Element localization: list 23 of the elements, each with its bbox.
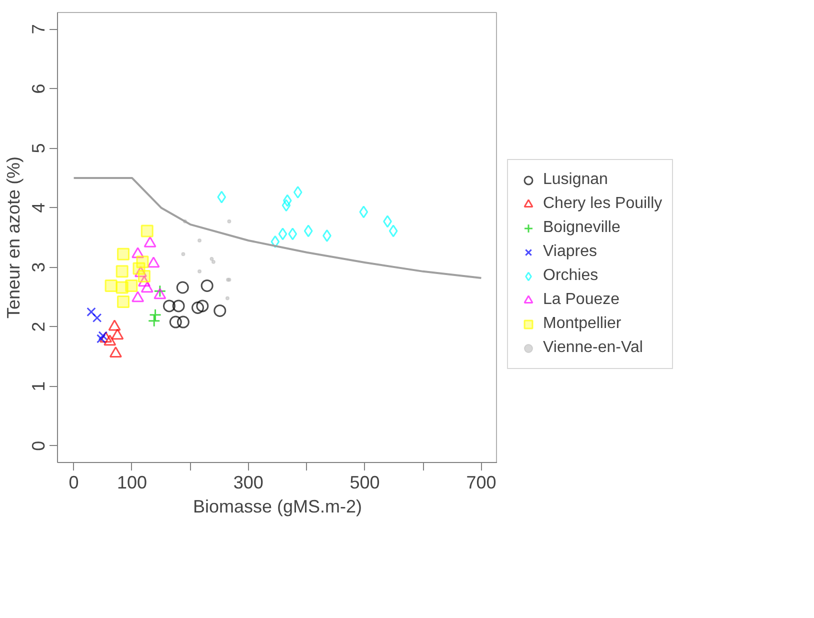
x-tick-label: 500 [350,472,380,492]
legend-label: Montpellier [543,314,622,332]
y-tick-label: 6 [28,84,48,94]
y-axis-title: Teneur en azote (%) [4,156,24,319]
x-tick-label: 100 [116,472,148,492]
legend-label: Viapres [543,242,597,260]
y-tick-label: 3 [28,262,48,272]
x-tick-label: 300 [233,472,264,492]
x-tick-label: 0 [68,472,79,492]
x-axis-title: Biomasse (gMS.m-2) [192,496,362,516]
y-tick-label: 0 [28,440,48,451]
x-tick-label: 700 [466,472,496,492]
y-tick-label: 5 [28,143,48,154]
legend-label: La Poueze [543,290,620,308]
y-tick-label: 4 [28,202,48,213]
y-tick-label: 7 [28,24,48,34]
y-tick-label: 2 [28,322,48,332]
legend-label: Vienne-en-Val [543,338,643,356]
legend-label: Chery les Pouilly [543,194,662,212]
legend-label: Orchies [543,266,598,284]
legend-label: Boigneville [543,218,620,236]
legend-label: Lusignan [543,170,608,188]
y-tick-label: 1 [28,381,48,392]
